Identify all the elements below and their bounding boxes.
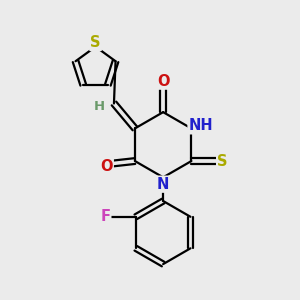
Text: S: S (90, 35, 101, 50)
Text: H: H (94, 100, 105, 113)
Text: S: S (217, 154, 228, 169)
Text: F: F (100, 209, 110, 224)
Text: N: N (157, 177, 169, 192)
Text: O: O (157, 74, 169, 88)
Text: NH: NH (188, 118, 213, 133)
Text: O: O (100, 159, 113, 174)
